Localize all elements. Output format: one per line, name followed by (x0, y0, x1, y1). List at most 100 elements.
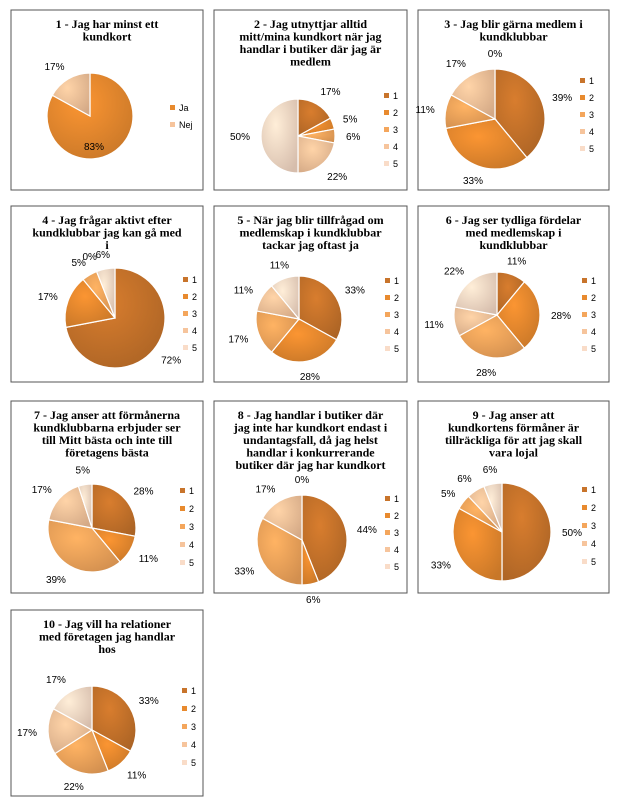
data-label: 6% (306, 595, 321, 606)
legend-label: Ja (179, 103, 189, 113)
legend-swatch (580, 146, 585, 151)
legend-label: 3 (189, 522, 194, 532)
pie-slice-5 (454, 271, 498, 316)
legend-swatch (180, 542, 185, 547)
legend-label: 3 (394, 528, 399, 538)
legend-swatch (180, 488, 185, 493)
legend-label: 5 (589, 144, 594, 154)
pie-slice-2 (445, 118, 528, 170)
legend-label: 1 (191, 686, 196, 696)
data-label: 22% (64, 782, 84, 793)
legend-label: 1 (393, 91, 398, 101)
chart-title-line: 6 - Jag ser tydliga fördelar (446, 213, 582, 227)
legend-label: 4 (589, 127, 594, 137)
legend-label: Nej (179, 120, 193, 130)
chart-title-line: butiker där jag har kundkort (235, 458, 385, 472)
legend-swatch (183, 345, 188, 350)
pie-slice-3 (458, 314, 526, 359)
legend-swatch (385, 346, 390, 351)
legend-label: 3 (191, 722, 196, 732)
legend-swatch (170, 122, 175, 127)
chart-panel-5: 5 - När jag blir tillfrågad ommedlemskap… (213, 205, 408, 383)
chart-title-line: hos (98, 642, 116, 656)
pie-slice-1 (298, 275, 343, 341)
chart-title-line: medlem (290, 55, 331, 69)
legend-label: 2 (191, 704, 196, 714)
chart-title-line: tillräckliga för att jag skall (445, 433, 583, 447)
legend-swatch (385, 530, 390, 535)
legend-swatch (384, 110, 389, 115)
legend-label: 5 (591, 344, 596, 354)
data-label: 0% (82, 252, 97, 263)
legend-swatch (582, 487, 587, 492)
data-label: 22% (327, 172, 347, 183)
data-label: 11% (234, 285, 253, 296)
legend-swatch (384, 161, 389, 166)
legend-swatch (385, 312, 390, 317)
chart-title-line: 8 - Jag handlar i butiker där (238, 408, 384, 422)
chart-title-line: handlar i butiker där jag är (240, 42, 382, 56)
data-label: 0% (295, 475, 310, 486)
legend-swatch (582, 312, 587, 317)
legend-swatch (580, 78, 585, 83)
legend-label: 1 (394, 494, 399, 504)
data-label: 33% (139, 696, 159, 707)
data-label: 17% (255, 484, 275, 495)
legend-label: 1 (591, 276, 596, 286)
legend-label: 3 (393, 125, 398, 135)
data-label: 17% (38, 292, 58, 303)
legend-swatch (183, 311, 188, 316)
chart-title-line: mitt/mina kundkort när jag (239, 30, 381, 44)
legend-swatch (385, 564, 390, 569)
pie-slice-4 (47, 707, 94, 755)
pie-slice-1 (501, 482, 552, 582)
legend-swatch (385, 496, 390, 501)
data-label: 83% (84, 142, 104, 153)
data-label: 17% (17, 728, 37, 739)
legend-swatch (182, 688, 187, 693)
chart-title-line: jag inte har kundkort endast i (233, 421, 388, 435)
chart-title-line: företagens bästa (65, 446, 148, 460)
legend-label: 4 (394, 545, 399, 555)
legend-label: 1 (189, 486, 194, 496)
data-label: 11% (424, 320, 443, 331)
pie-slice-1 (301, 494, 348, 583)
chart-title-line: kundklubbar jag kan gå med (32, 226, 182, 240)
legend-label: 4 (591, 539, 596, 549)
legend-label: 3 (192, 309, 197, 319)
data-label: 6% (457, 474, 472, 485)
pie-slice-5 (52, 685, 93, 732)
chart-title-line: 5 - När jag blir tillfrågad om (237, 213, 383, 227)
legend-label: 2 (591, 293, 596, 303)
chart-title-line: 9 - Jag anser att (473, 408, 555, 422)
legend-label: 4 (189, 540, 194, 550)
pie-slice-2 (270, 318, 338, 363)
data-label: 17% (228, 335, 248, 346)
legend-label: 5 (189, 558, 194, 568)
legend-swatch (385, 329, 390, 334)
chart-title-line: 7 - Jag anser att förmånerna (34, 408, 180, 422)
legend-swatch (183, 277, 188, 282)
legend-swatch (384, 127, 389, 132)
legend-label: 5 (394, 344, 399, 354)
legend-swatch (385, 547, 390, 552)
chart-title-line: med företagen jag handlar (39, 630, 176, 644)
data-label: 28% (476, 368, 496, 379)
data-label: 6% (96, 250, 111, 261)
legend-label: 3 (394, 310, 399, 320)
legend-label: 1 (591, 485, 596, 495)
pie-slice-Nej (51, 72, 91, 118)
legend-label: 5 (192, 343, 197, 353)
legend-label: 3 (591, 521, 596, 531)
legend-label: 4 (394, 327, 399, 337)
legend-swatch (582, 346, 587, 351)
chart-title-line: i (105, 238, 109, 252)
data-label: 6% (346, 132, 361, 143)
data-label: 11% (127, 770, 146, 781)
pie-slice-3 (54, 729, 109, 775)
pie-slice-3 (256, 517, 303, 586)
